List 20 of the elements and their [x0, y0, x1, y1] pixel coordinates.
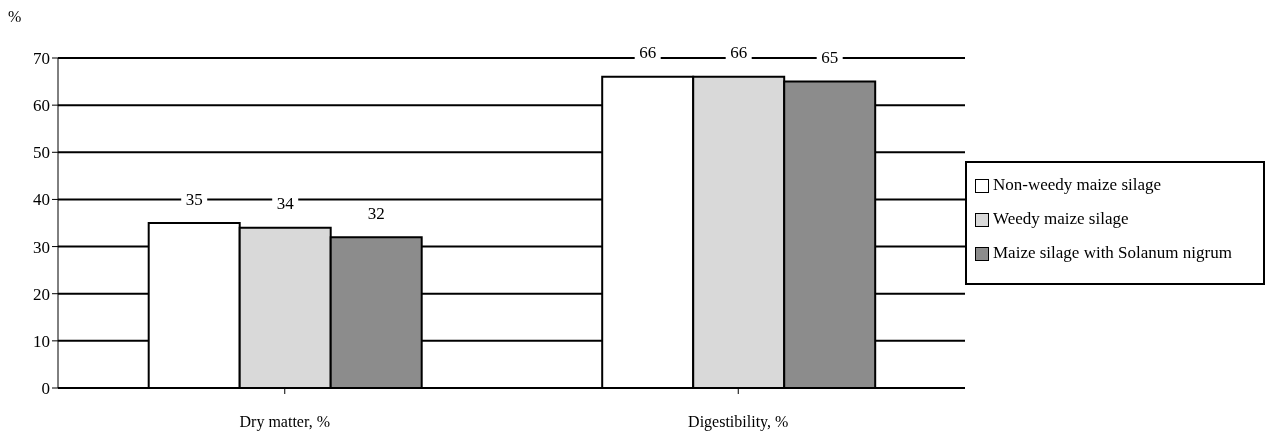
y-tick-label: 70: [33, 49, 50, 69]
y-tick-label: 50: [33, 143, 50, 163]
x-tick-label: Digestibility, %: [688, 413, 789, 432]
y-tick-label: 60: [33, 96, 50, 116]
data-label: 35: [185, 189, 203, 209]
y-tick-label: 10: [33, 331, 50, 351]
data-label: 65: [821, 48, 839, 68]
data-label: 32: [367, 203, 385, 223]
y-tick-label: 40: [33, 190, 50, 210]
legend-label: Maize silage with Solanum nigrum: [993, 243, 1232, 263]
y-tick-label: 20: [33, 284, 50, 304]
y-tick-label: 0: [41, 379, 50, 399]
y-tick-label: 30: [33, 237, 50, 257]
data-label: 66: [730, 43, 748, 63]
data-label: 34: [276, 194, 295, 214]
y-axis-title: %: [8, 8, 22, 26]
data-label: 66: [639, 43, 657, 63]
legend-label: Weedy maize silage: [993, 209, 1129, 229]
x-tick-label: Dry matter, %: [239, 413, 330, 432]
legend-label: Non-weedy maize silage: [993, 175, 1162, 195]
